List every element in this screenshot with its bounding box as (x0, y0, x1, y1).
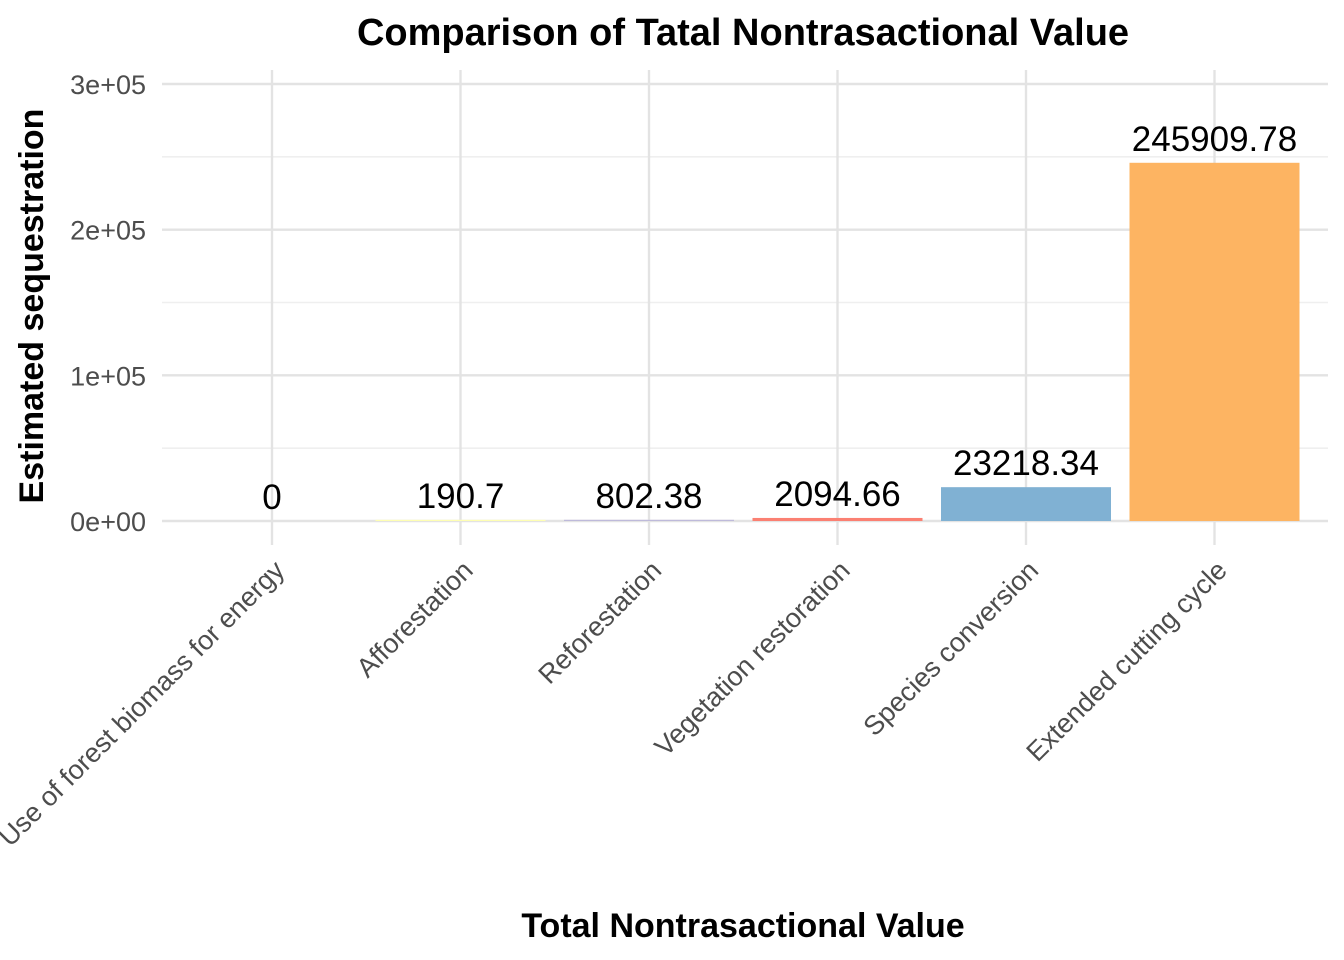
y-axis-ticks: 0e+00 1e+05 2e+05 3e+05 (70, 70, 146, 537)
bar (1129, 162, 1300, 521)
x-axis-ticks: Use of forest biomass for energy Afforest… (0, 555, 1233, 852)
data-label: 802.38 (595, 477, 702, 516)
x-tick-label: Reforestation (532, 555, 667, 690)
data-label: 23218.34 (953, 444, 1099, 483)
data-label: 2094.66 (774, 475, 901, 514)
data-label: 190.7 (417, 477, 505, 516)
x-axis-title: Total Nontrasactional Value (521, 907, 964, 945)
bar (752, 517, 923, 521)
y-tick-label: 0e+00 (70, 507, 146, 537)
data-label: 0 (262, 478, 281, 517)
bars (375, 162, 1300, 521)
bar (941, 487, 1111, 521)
y-tick-label: 1e+05 (70, 361, 146, 391)
x-tick-label: Extended cutting cycle (1020, 555, 1232, 767)
x-tick-label: Use of forest biomass for energy (0, 555, 291, 852)
bar (375, 519, 546, 521)
chart-title: Comparison of Tatal Nontrasactional Valu… (357, 12, 1129, 54)
data-label: 245909.78 (1132, 120, 1297, 159)
y-tick-label: 2e+05 (70, 216, 146, 246)
x-tick-label: Afforestation (351, 555, 479, 683)
bar (564, 519, 734, 521)
y-axis-title: Estimated sequestration (13, 109, 51, 504)
data-labels: 0 190.7 802.38 2094.66 23218.34 245909.78 (262, 120, 1297, 517)
x-tick-label: Species conversion (857, 555, 1044, 742)
x-tick-label: Vegetation restoration (649, 555, 856, 762)
y-tick-label: 3e+05 (70, 70, 146, 100)
